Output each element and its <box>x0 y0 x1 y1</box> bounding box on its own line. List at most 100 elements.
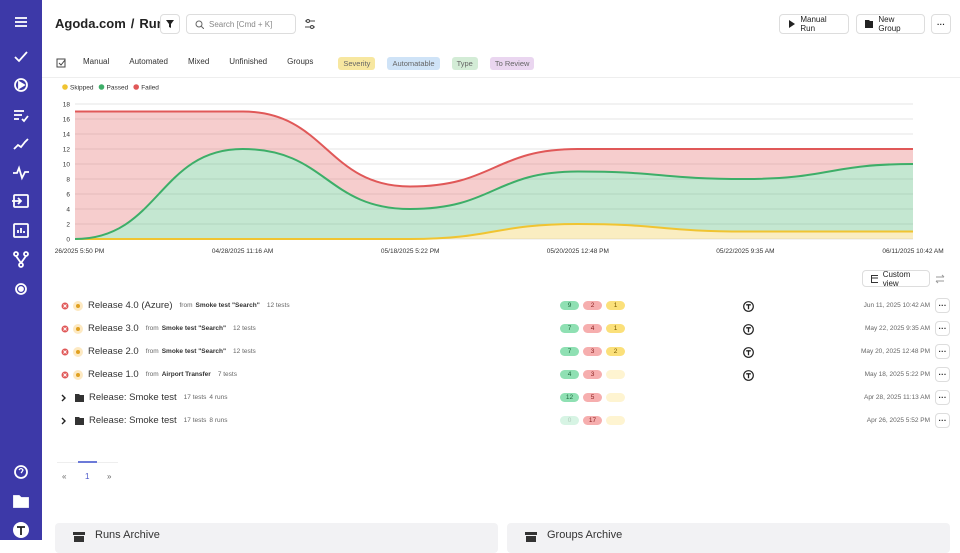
more-button[interactable]: ··· <box>931 14 951 34</box>
run-count: 8 runs <box>209 417 228 424</box>
passed-badge: 7 <box>560 347 579 356</box>
expand-chevron[interactable] <box>61 417 67 425</box>
list-icon[interactable] <box>14 110 29 123</box>
groups-archive-card[interactable]: Groups Archive <box>507 523 950 553</box>
status-icon <box>61 302 69 310</box>
help-icon[interactable] <box>14 465 28 479</box>
folder <box>75 394 84 402</box>
skipped-badge: 2 <box>606 347 625 356</box>
run-name: Release 2.0 <box>88 346 139 357</box>
x-tick-label: 05/20/2025 12:48 PM <box>547 248 609 255</box>
user-avatar[interactable] <box>13 522 29 538</box>
owner-avatar <box>743 301 754 312</box>
status-icon <box>61 325 69 333</box>
tab[interactable]: Manual <box>83 57 110 66</box>
run-icon[interactable] <box>14 78 28 92</box>
run-row[interactable]: Release 4.0 (Azure) from Smoke test "Searc… <box>55 296 955 316</box>
y-tick-label: 18 <box>63 102 71 109</box>
row-menu[interactable]: ··· <box>935 367 950 382</box>
expand-chevron[interactable] <box>61 394 67 402</box>
from-label: from <box>145 325 159 332</box>
row-menu[interactable]: ··· <box>935 390 950 405</box>
filter-pill[interactable]: To Review <box>489 57 535 70</box>
next-page[interactable]: » <box>107 472 112 481</box>
row-menu[interactable]: ··· <box>935 344 950 359</box>
line <box>74 110 913 188</box>
folder <box>75 417 84 425</box>
search-placeholder: Search [Cmd + K] <box>209 19 273 29</box>
sidebar <box>0 0 42 540</box>
branch-icon[interactable] <box>13 251 29 268</box>
legend-label[interactable]: Passed <box>107 85 129 92</box>
prev-page[interactable]: « <box>62 472 67 481</box>
tab[interactable]: Automated <box>129 57 168 66</box>
y-tick-label: 6 <box>66 192 70 199</box>
page-number[interactable]: 1 <box>85 472 90 481</box>
menu-icon[interactable] <box>15 17 27 27</box>
button-label: New Group <box>878 15 901 33</box>
legend-swatch <box>62 84 68 90</box>
import-icon[interactable] <box>12 194 29 208</box>
filter-button[interactable] <box>160 14 180 34</box>
folder-icon <box>75 394 84 402</box>
run-row[interactable]: Release 2.0 from Smoke test "Search" 12 tes… <box>55 342 955 362</box>
legend-swatch <box>98 84 105 90</box>
y-tick-label: 4 <box>66 207 70 214</box>
chart-body: 0 2 4 6 8 10 12 14 16 18 04/26/2025 5:50 PM 04/28/2… <box>55 84 944 255</box>
avatar-t <box>746 350 751 356</box>
x-tick-label: 05/18/2025 5:22 PM <box>381 248 440 255</box>
run-count: 4 runs <box>209 394 228 401</box>
status-x <box>63 373 67 377</box>
settings-icon[interactable] <box>15 283 27 295</box>
runs-archive-card[interactable]: Runs Archive <box>55 523 498 553</box>
row-menu[interactable]: ··· <box>935 321 950 336</box>
avatar-t <box>746 327 751 333</box>
project-link[interactable]: Agoda.com <box>55 16 126 31</box>
test-count: 7 tests <box>217 371 237 378</box>
swap-icon[interactable] <box>935 274 945 284</box>
folder-icon[interactable] <box>13 495 29 508</box>
run-date: Apr 26, 2025 5:52 PM <box>866 417 930 424</box>
tab[interactable]: Groups <box>287 57 314 66</box>
passed-badge: 7 <box>560 324 579 333</box>
run-row[interactable]: Release: Smoke test 17 tests 4 runs 12 5 Apr … <box>55 388 955 408</box>
new-group-button[interactable]: New Group <box>856 14 925 34</box>
run-row[interactable]: Release 3.0 from Smoke test "Search" 12 tes… <box>55 319 955 339</box>
skipped-badge: 1 <box>606 324 625 333</box>
status-icon <box>61 348 69 356</box>
tab[interactable]: Unfinished <box>229 57 268 66</box>
pulse-icon[interactable] <box>13 165 29 181</box>
tab[interactable]: Mixed <box>187 57 210 66</box>
custom-view-button[interactable]: Custom view <box>862 270 930 288</box>
row-menu[interactable]: ··· <box>935 413 950 428</box>
search-box[interactable]: Search [Cmd + K] <box>186 14 296 34</box>
legend-swatch <box>133 84 139 90</box>
source-name: Smoke test "Search" <box>195 302 260 309</box>
active-page-indicator <box>78 461 97 463</box>
legend-label[interactable]: Skipped <box>70 85 94 92</box>
stats-icon[interactable] <box>13 138 29 150</box>
settings-sliders[interactable] <box>304 18 316 30</box>
folder-icon <box>75 417 84 425</box>
automation-icon <box>73 301 83 311</box>
run-row[interactable]: Release 1.0 from Airport Transfer 7 tests 4 3… <box>55 365 955 385</box>
row-menu[interactable]: ··· <box>935 298 950 313</box>
run-row[interactable]: Release: Smoke test 17 tests 8 runs 0 17 Apr … <box>55 411 955 431</box>
from-label: from <box>145 371 159 378</box>
breadcrumb: Agoda.com / Runs <box>55 16 172 31</box>
filter-icon <box>166 20 174 28</box>
passed-badge: 4 <box>560 370 579 379</box>
run-name: Release 4.0 (Azure) <box>88 300 173 311</box>
chart: 0 2 4 6 8 10 12 14 16 18 04/26/2025 5:50 PM 04/28/2… <box>55 84 944 255</box>
manual-run-button[interactable]: Manual Run <box>779 14 849 34</box>
check-icon[interactable] <box>14 51 28 63</box>
filter-pill[interactable]: Automatable <box>387 57 440 70</box>
failed-badge: 5 <box>583 393 602 402</box>
y-tick-label: 2 <box>66 222 70 229</box>
legend-label[interactable]: Failed <box>141 85 159 92</box>
skipped-badge <box>606 393 625 402</box>
failed-badge: 2 <box>583 301 602 310</box>
filter-pill[interactable]: Severity <box>338 57 376 70</box>
report-icon[interactable] <box>13 223 29 238</box>
filter-pill[interactable]: Type <box>451 57 478 70</box>
